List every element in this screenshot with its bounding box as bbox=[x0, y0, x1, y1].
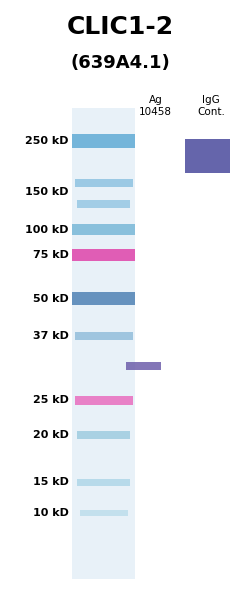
Text: CLIC1-2: CLIC1-2 bbox=[67, 15, 174, 39]
FancyBboxPatch shape bbox=[72, 224, 135, 235]
FancyBboxPatch shape bbox=[80, 510, 128, 516]
FancyBboxPatch shape bbox=[75, 332, 133, 340]
Text: 15 kD: 15 kD bbox=[33, 478, 69, 487]
Text: 250 kD: 250 kD bbox=[25, 136, 69, 146]
FancyBboxPatch shape bbox=[72, 134, 135, 148]
Text: 50 kD: 50 kD bbox=[33, 294, 69, 304]
FancyBboxPatch shape bbox=[75, 396, 133, 404]
Text: IgG
Cont.: IgG Cont. bbox=[197, 95, 225, 117]
FancyBboxPatch shape bbox=[185, 139, 229, 173]
Text: 75 kD: 75 kD bbox=[33, 250, 69, 260]
FancyBboxPatch shape bbox=[77, 479, 130, 486]
Text: (639A4.1): (639A4.1) bbox=[71, 54, 170, 72]
FancyBboxPatch shape bbox=[72, 249, 135, 261]
Text: 25 kD: 25 kD bbox=[33, 395, 69, 405]
FancyBboxPatch shape bbox=[126, 362, 161, 370]
Text: 37 kD: 37 kD bbox=[33, 331, 69, 341]
Text: Ag
10458: Ag 10458 bbox=[139, 95, 172, 117]
Text: 20 kD: 20 kD bbox=[33, 430, 69, 440]
FancyBboxPatch shape bbox=[72, 292, 135, 305]
Text: 10 kD: 10 kD bbox=[33, 508, 69, 518]
Text: 150 kD: 150 kD bbox=[25, 187, 69, 197]
FancyBboxPatch shape bbox=[77, 431, 130, 439]
Text: 100 kD: 100 kD bbox=[25, 225, 69, 235]
FancyBboxPatch shape bbox=[72, 108, 135, 579]
FancyBboxPatch shape bbox=[75, 179, 133, 187]
FancyBboxPatch shape bbox=[77, 200, 130, 208]
